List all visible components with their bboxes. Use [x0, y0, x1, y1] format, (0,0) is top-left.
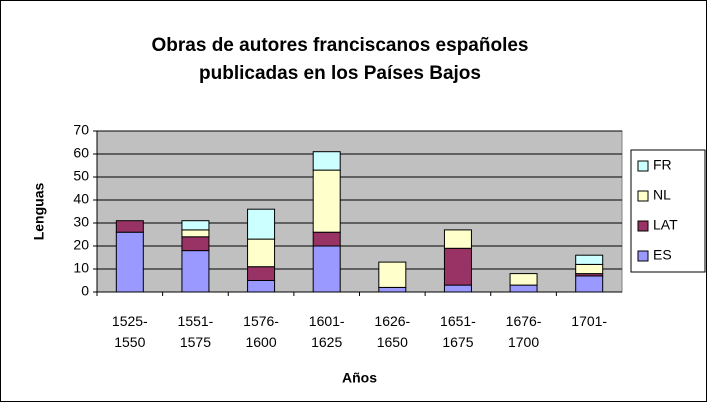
bar-segment: [575, 254, 604, 265]
x-axis-label: Años: [342, 370, 377, 386]
x-tick-label: 1551-1575: [177, 313, 214, 350]
x-tick-label: 1601-1625: [308, 313, 345, 350]
legend-label: LAT: [653, 217, 678, 233]
bar-segment: [575, 275, 604, 293]
bar-segment: [115, 231, 144, 293]
bar-segment: [181, 220, 210, 231]
y-tick-label: 60: [73, 145, 89, 161]
bar-segment: [443, 247, 472, 286]
y-tick-label: 0: [81, 283, 89, 299]
bar-segment: [247, 280, 276, 293]
bar-segment: [247, 266, 276, 282]
x-tick-label: 1525-1550: [111, 313, 148, 350]
bar-segment: [115, 220, 144, 233]
bar-segment: [247, 208, 276, 240]
legend-swatch: [637, 190, 649, 202]
x-tick-label: 1576-1600: [243, 313, 279, 350]
bar-segment: [509, 284, 538, 293]
legend-swatch: [637, 250, 649, 262]
legend-label: ES: [653, 247, 672, 263]
y-tick-label: 30: [73, 214, 89, 230]
bar-segment: [378, 261, 407, 288]
bar-segment: [181, 250, 210, 293]
chart-title: Obras de autores franciscanos españoles …: [151, 35, 529, 84]
bar-segment: [312, 245, 341, 293]
bar-segment: [247, 238, 276, 268]
bar-segment: [443, 229, 472, 249]
y-tick-label: 50: [73, 168, 89, 184]
legend-label: NL: [653, 187, 671, 203]
bar-segment: [378, 286, 407, 293]
bar-segment: [181, 229, 210, 238]
plot-area: [96, 130, 623, 293]
bar-segment: [575, 263, 604, 275]
y-tick-label: 40: [73, 191, 89, 207]
bar-segment: [312, 169, 341, 233]
legend-swatch: [637, 160, 649, 172]
bar-segment: [443, 284, 472, 293]
y-tick-label: 20: [73, 237, 89, 253]
bar-segment: [312, 231, 341, 247]
x-tick-label: 1651-1675: [440, 313, 476, 350]
x-tick-label: 1676-1700: [505, 313, 542, 350]
x-tick-label: 1626-1650: [374, 313, 411, 350]
legend-swatch: [637, 220, 649, 232]
bar-segment: [509, 273, 538, 286]
x-tick-label: 1701-: [571, 313, 608, 329]
y-tick-label: 70: [73, 122, 89, 138]
bar-segment: [312, 151, 341, 171]
y-axis-label: Lenguas: [31, 183, 47, 241]
legend-label: FR: [653, 157, 672, 173]
y-tick-label: 10: [73, 260, 89, 276]
bar-segment: [181, 236, 210, 252]
